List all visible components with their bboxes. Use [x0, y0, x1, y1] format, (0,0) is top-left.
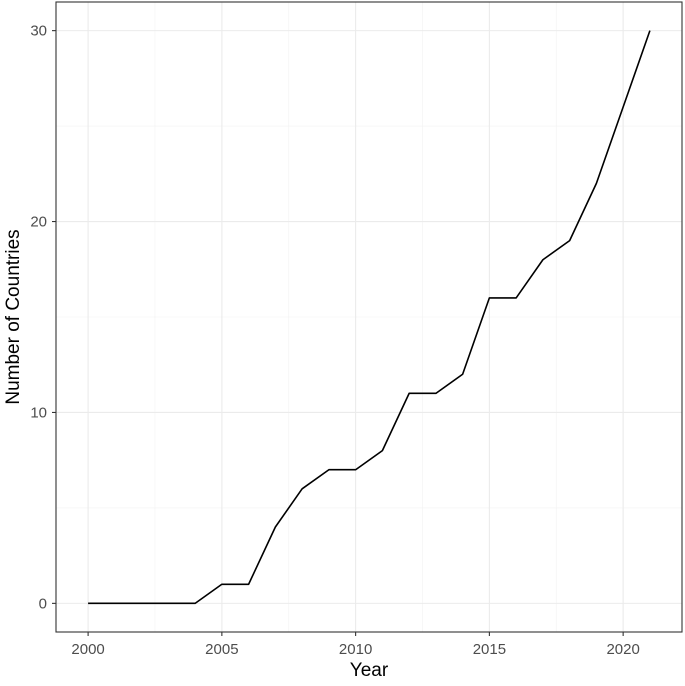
series-line — [88, 30, 651, 605]
y-axis-ticks: 0 10 20 30 — [30, 23, 56, 612]
data-point — [488, 297, 490, 299]
data-point — [568, 239, 570, 241]
data-point — [328, 469, 330, 471]
minor-gridlines — [56, 2, 682, 632]
plot-panel-border — [55, 1, 683, 633]
data-point — [381, 449, 383, 451]
data-point — [247, 583, 249, 585]
data-point — [461, 373, 463, 375]
x-tick-label: 2005 — [205, 641, 238, 658]
y-tick-label: 0 — [39, 595, 47, 612]
y-axis-title: Number of Countries — [3, 229, 24, 404]
data-point — [649, 29, 651, 31]
major-gridlines — [56, 2, 682, 632]
x-tick-label: 2010 — [339, 641, 372, 658]
data-point — [114, 602, 116, 604]
data-point — [595, 182, 597, 184]
data-point — [221, 583, 223, 585]
data-point — [515, 297, 517, 299]
x-axis-title: Year — [350, 660, 389, 681]
data-point — [435, 392, 437, 394]
data-point — [167, 602, 169, 604]
data-point — [542, 259, 544, 261]
x-tick-label: 2020 — [606, 641, 639, 658]
data-point — [301, 488, 303, 490]
x-tick-label: 2015 — [473, 641, 506, 658]
x-axis-ticks: 2000 2005 2010 2015 2020 — [71, 632, 640, 658]
y-tick-label: 30 — [30, 23, 47, 40]
data-point — [408, 392, 410, 394]
data-point — [87, 602, 89, 604]
data-point — [194, 602, 196, 604]
data-point — [274, 526, 276, 528]
data-point — [140, 602, 142, 604]
series-layer — [87, 29, 651, 605]
y-tick-label: 10 — [30, 404, 47, 421]
data-point — [354, 469, 356, 471]
y-tick-label: 20 — [30, 214, 47, 231]
x-tick-label: 2000 — [71, 641, 104, 658]
data-point — [622, 106, 624, 108]
